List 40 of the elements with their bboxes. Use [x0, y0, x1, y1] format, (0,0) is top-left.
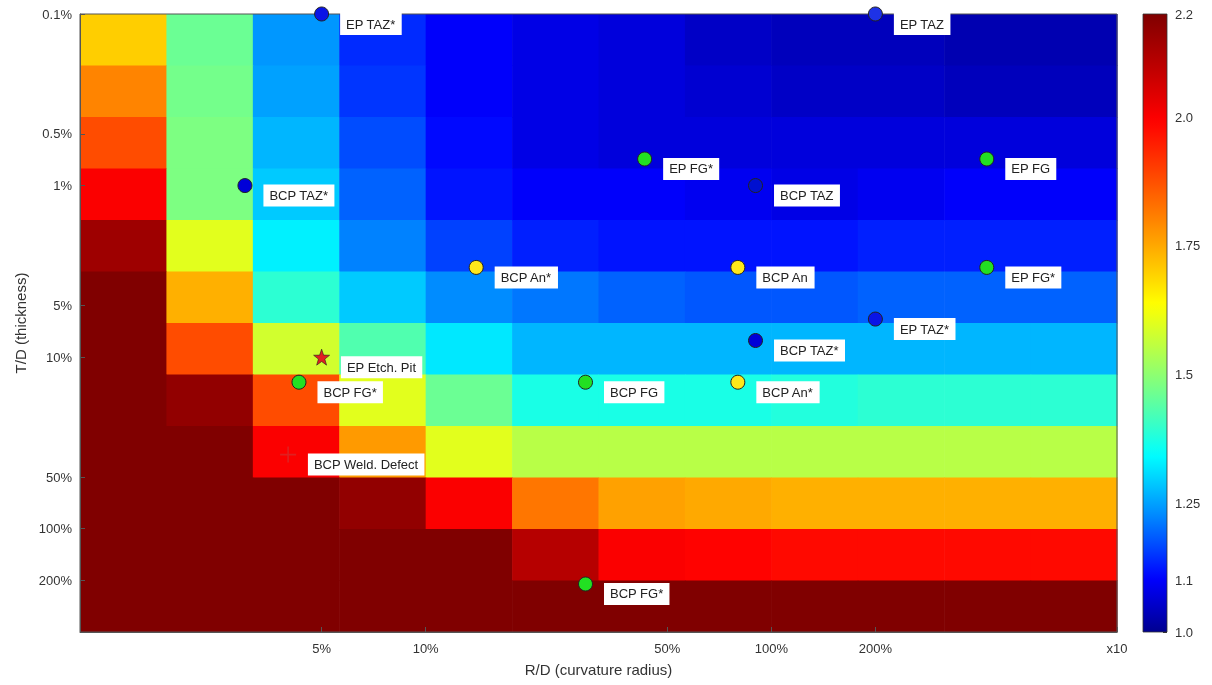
text: EP TAZ*: [899, 321, 950, 337]
text: BCP An*: [762, 384, 813, 400]
color-bar-label: 1.1: [1175, 573, 1194, 588]
text: BCP FG*: [610, 586, 664, 602]
series-label: BCP An*: [500, 269, 552, 285]
y-tick-label: 1%: [53, 178, 73, 194]
y-tick-label: 5%: [53, 297, 73, 313]
series-label: BCP TAZ*: [780, 343, 839, 359]
color-bar-label: 1.75: [1175, 238, 1201, 254]
color-bar-label: 1.25: [1175, 495, 1201, 511]
text: EP FG*: [1011, 269, 1056, 285]
x-tick-label: 5%: [312, 641, 332, 656]
series-label: BCP TAZ: [780, 188, 834, 204]
color-bar-label: 1.0: [1175, 624, 1194, 640]
series-label: BCP FG*: [323, 384, 377, 400]
y-tick-label: 0.1%: [42, 6, 73, 22]
color-bar-label: 2.2: [1175, 6, 1194, 22]
series-label: EP TAZ*: [346, 16, 396, 32]
series-label: EP FG: [1011, 161, 1051, 177]
color-bar-label: 1.5: [1175, 367, 1194, 382]
series-label: EP Etch. Pit: [346, 359, 417, 375]
series-label: BCP FG: [610, 384, 659, 400]
y-tick-label: 0.5%: [42, 126, 73, 142]
x-tick-label: x10: [1106, 641, 1128, 656]
text: BCP TAZ*: [269, 188, 328, 204]
y-tick-label: 100%: [38, 521, 73, 537]
y-tick-label: 200%: [38, 572, 73, 588]
x-tick-label: 200%: [858, 641, 893, 656]
series-label: EP TAZ: [899, 16, 945, 32]
x-axis-title: R/D (curvature radius): [524, 661, 673, 678]
x-tick-label: 100%: [754, 641, 789, 656]
y-axis-title: T/D (thickness): [11, 272, 29, 374]
x-tick-label: 50%: [654, 641, 681, 656]
x-tick-label: 10%: [412, 641, 440, 656]
series-label: EP FG*: [669, 161, 713, 177]
y-tick-label: 10%: [45, 349, 73, 365]
series-label: BCP An: [762, 269, 808, 285]
series-label: BCP Weld. Defect: [313, 457, 419, 473]
color-bar-label: 2.0: [1175, 109, 1194, 125]
y-tick-label: 50%: [45, 469, 73, 485]
